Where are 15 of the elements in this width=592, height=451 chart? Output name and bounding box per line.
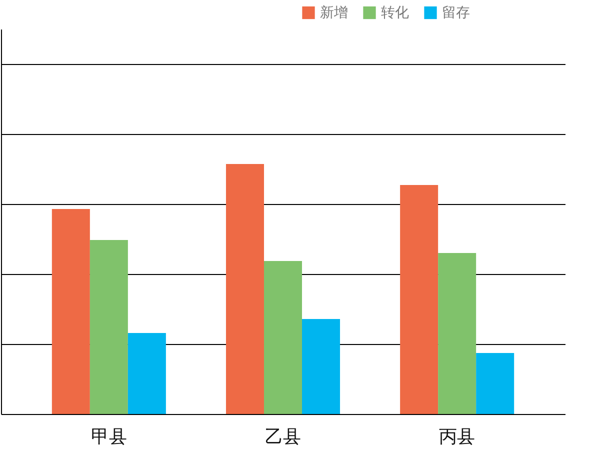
- legend-label: 新增: [320, 4, 348, 21]
- legend-label: 转化: [381, 4, 409, 21]
- x-tick-label: 甲县: [90, 426, 127, 448]
- bar: [302, 319, 340, 414]
- bar: [90, 240, 128, 414]
- x-tick-label: 乙县: [265, 426, 301, 448]
- legend-label: 留存: [442, 4, 470, 21]
- bar: [400, 185, 438, 414]
- bar: [52, 209, 90, 414]
- x-tick-label: 丙县: [439, 426, 476, 448]
- bar: [264, 261, 302, 414]
- bar: [438, 253, 476, 414]
- bar: [128, 333, 166, 414]
- bar: [476, 353, 514, 414]
- bar: [226, 164, 264, 414]
